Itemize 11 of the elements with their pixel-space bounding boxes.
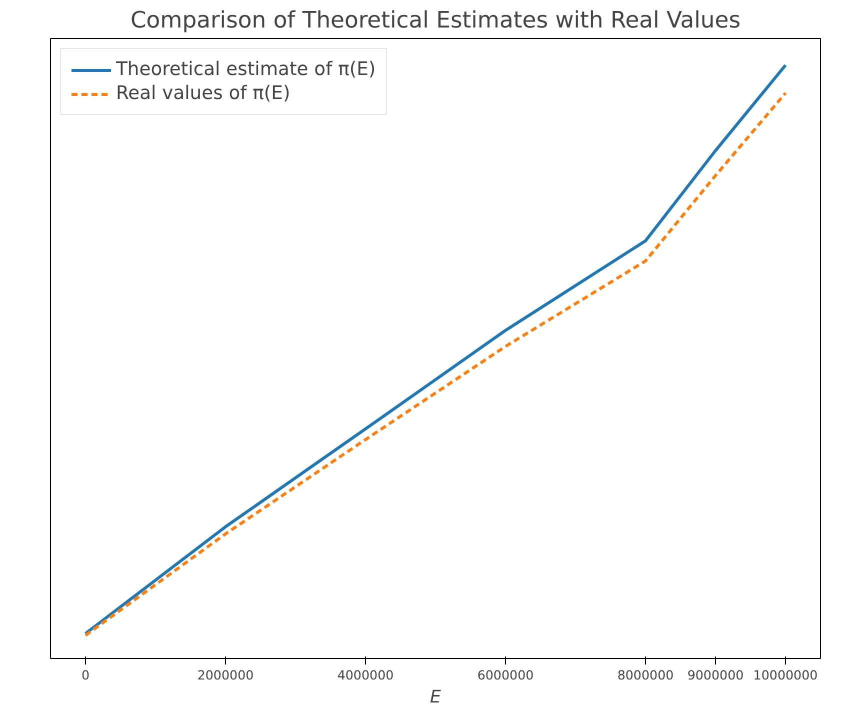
x-tick-label: 2000000: [197, 668, 254, 682]
x-tick-label: 8000000: [617, 668, 674, 682]
x-tick-label: 0: [81, 668, 90, 682]
x-tick-label: 4000000: [337, 668, 394, 682]
x-tick-label: 10000000: [753, 668, 818, 682]
legend-label: Theoretical estimate of π(E): [116, 59, 376, 80]
x-tick-label: 9000000: [687, 668, 744, 682]
x-axis-title: E: [430, 688, 442, 708]
chart-title: Comparison of Theoretical Estimates with Real Values: [130, 8, 741, 34]
legend-label: Real values of π(E): [116, 83, 290, 104]
x-tick-label: 6000000: [477, 668, 534, 682]
